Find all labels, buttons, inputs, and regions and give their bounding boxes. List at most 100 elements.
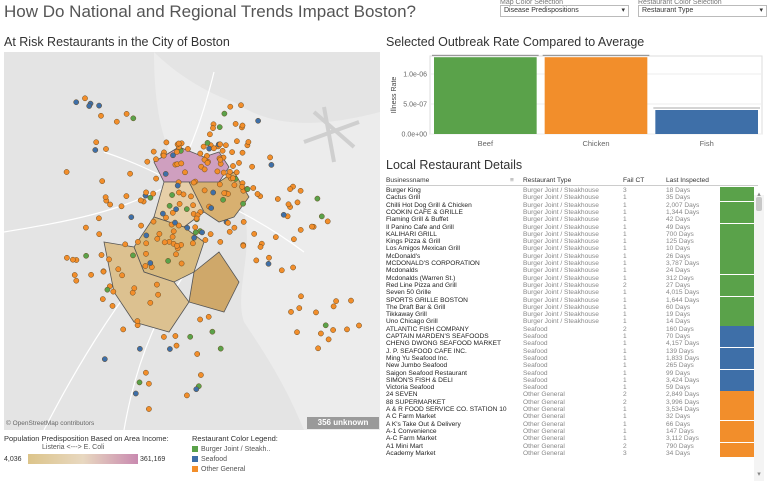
table-row[interactable]: The Draft Bar & Grill Burger Joint / Stea… xyxy=(386,303,758,311)
restaurant-marker[interactable] xyxy=(99,296,106,302)
restaurant-marker[interactable] xyxy=(113,118,120,125)
restaurant-marker[interactable] xyxy=(143,189,149,196)
restaurant-marker[interactable] xyxy=(309,223,315,230)
sort-icon[interactable]: ≡ xyxy=(510,177,514,184)
restaurant-marker[interactable] xyxy=(92,147,99,153)
restaurant-marker[interactable] xyxy=(161,239,168,246)
restaurant-marker[interactable] xyxy=(188,193,194,200)
restaurant-marker[interactable] xyxy=(100,268,107,275)
table-row[interactable]: Tikkaway Grill Burger Joint / Steakhouse 1… xyxy=(386,311,758,319)
restaurant-marker[interactable] xyxy=(214,168,221,175)
restaurant-marker[interactable] xyxy=(160,210,166,217)
table-row[interactable]: Mcdonalds (Warren St.) Burger Joint / Ste… xyxy=(386,274,758,282)
restaurant-marker[interactable] xyxy=(216,124,223,130)
restaurant-marker[interactable] xyxy=(102,194,109,201)
restaurant-marker[interactable] xyxy=(255,117,261,124)
restaurant-marker[interactable] xyxy=(169,209,176,216)
bar-chicken[interactable] xyxy=(544,57,648,135)
restaurant-marker[interactable] xyxy=(184,392,190,399)
restaurant-marker[interactable] xyxy=(294,329,300,336)
table-row[interactable]: SPORTS GRILLE BOSTON Burger Joint / Steak… xyxy=(386,296,758,304)
restaurant-marker[interactable] xyxy=(160,152,167,159)
restaurant-marker[interactable] xyxy=(143,250,149,257)
restaurant-marker[interactable] xyxy=(220,169,227,176)
restaurant-marker[interactable] xyxy=(173,251,179,258)
restaurant-marker[interactable] xyxy=(71,272,78,278)
restaurant-marker[interactable] xyxy=(172,219,178,226)
bar-fish[interactable] xyxy=(655,110,758,134)
table-row[interactable]: Burger King Burger Joint / Steakhouse 3 18 … xyxy=(386,187,758,195)
unknown-badge[interactable]: 356 unknown xyxy=(307,417,379,429)
restaurant-marker[interactable] xyxy=(155,291,161,298)
restaurant-marker[interactable] xyxy=(132,390,139,397)
restaurant-marker[interactable] xyxy=(137,197,144,204)
restaurant-marker[interactable] xyxy=(169,233,176,240)
restaurant-marker[interactable] xyxy=(162,171,169,177)
restaurant-marker[interactable] xyxy=(183,206,190,212)
table-row[interactable]: McDonald's Burger Joint / Steakhouse 1 26 D… xyxy=(386,252,758,260)
restaurant-marker[interactable] xyxy=(174,149,180,155)
restaurant-marker[interactable] xyxy=(82,95,88,102)
restaurant-marker[interactable] xyxy=(238,102,244,109)
restaurant-marker[interactable] xyxy=(208,205,215,211)
restaurant-marker[interactable] xyxy=(207,131,213,138)
restaurant-marker[interactable] xyxy=(138,222,144,229)
restaurant-marker[interactable] xyxy=(122,241,129,248)
restaurant-marker[interactable] xyxy=(217,141,223,148)
restaurant-marker[interactable] xyxy=(182,169,188,176)
restaurant-marker[interactable] xyxy=(198,372,204,378)
restaurant-marker[interactable] xyxy=(265,260,272,267)
restaurant-marker[interactable] xyxy=(70,256,76,263)
restaurant-marker[interactable] xyxy=(227,103,234,110)
restaurant-marker[interactable] xyxy=(176,201,183,207)
restaurant-marker[interactable] xyxy=(201,187,208,194)
restaurant-marker[interactable] xyxy=(194,351,201,357)
restaurant-marker[interactable] xyxy=(330,303,337,310)
restaurant-marker[interactable] xyxy=(267,154,273,161)
restaurant-marker[interactable] xyxy=(219,147,226,154)
neighborhood-dorchester[interactable] xyxy=(188,251,240,313)
restaurant-marker[interactable] xyxy=(210,189,217,196)
restaurant-marker[interactable] xyxy=(131,285,138,292)
restaurant-marker[interactable] xyxy=(257,244,264,250)
restaurant-marker[interactable] xyxy=(314,195,321,202)
restaurant-marker[interactable] xyxy=(245,139,252,145)
restaurant-table[interactable]: Businessname ≡ Restaurant Type Fail CT L… xyxy=(386,177,766,481)
bar-beef[interactable] xyxy=(434,57,537,135)
restaurant-marker[interactable] xyxy=(210,125,216,131)
restaurant-marker[interactable] xyxy=(103,146,109,152)
restaurant-marker[interactable] xyxy=(230,175,236,182)
legend-item-seafood[interactable]: Seafood xyxy=(192,456,227,463)
table-row[interactable]: 24 SEVEN Other General 2 2,849 Days xyxy=(386,391,758,399)
restaurant-marker[interactable] xyxy=(356,322,362,329)
restaurant-marker[interactable] xyxy=(73,99,80,106)
restaurant-marker[interactable] xyxy=(234,138,240,145)
restaurant-marker[interactable] xyxy=(318,213,325,220)
table-row[interactable]: New Jumbo Seafood Seafood 1 265 Days xyxy=(386,362,758,370)
restaurant-marker[interactable] xyxy=(204,159,211,166)
restaurant-marker[interactable] xyxy=(244,186,251,192)
restaurant-marker[interactable] xyxy=(348,297,354,304)
restaurant-marker[interactable] xyxy=(153,156,159,163)
restaurant-marker[interactable] xyxy=(230,163,236,169)
restaurant-marker[interactable] xyxy=(201,166,208,173)
restaurant-marker[interactable] xyxy=(163,139,170,146)
restaurant-marker[interactable] xyxy=(192,229,199,236)
restaurant-marker[interactable] xyxy=(96,102,102,109)
restaurant-marker[interactable] xyxy=(313,309,319,316)
restaurant-marker[interactable] xyxy=(344,326,350,333)
restaurant-marker[interactable] xyxy=(204,140,211,146)
restaurant-marker[interactable] xyxy=(143,240,150,247)
restaurant-marker[interactable] xyxy=(174,182,181,189)
restaurant-marker[interactable] xyxy=(83,252,89,259)
restaurant-marker[interactable] xyxy=(240,242,247,249)
restaurant-marker[interactable] xyxy=(216,181,223,188)
restaurant-marker[interactable] xyxy=(175,140,182,147)
restaurant-marker[interactable] xyxy=(315,345,321,352)
restaurant-color-select[interactable]: Restaurant Type ▾ xyxy=(638,5,767,17)
restaurant-marker[interactable] xyxy=(297,227,304,233)
table-row[interactable]: Ming Yu Seafood Inc. Seafood 1 1,833 Days xyxy=(386,354,758,363)
restaurant-marker[interactable] xyxy=(221,190,228,196)
restaurant-marker[interactable] xyxy=(98,112,104,119)
restaurant-marker[interactable] xyxy=(297,187,304,194)
